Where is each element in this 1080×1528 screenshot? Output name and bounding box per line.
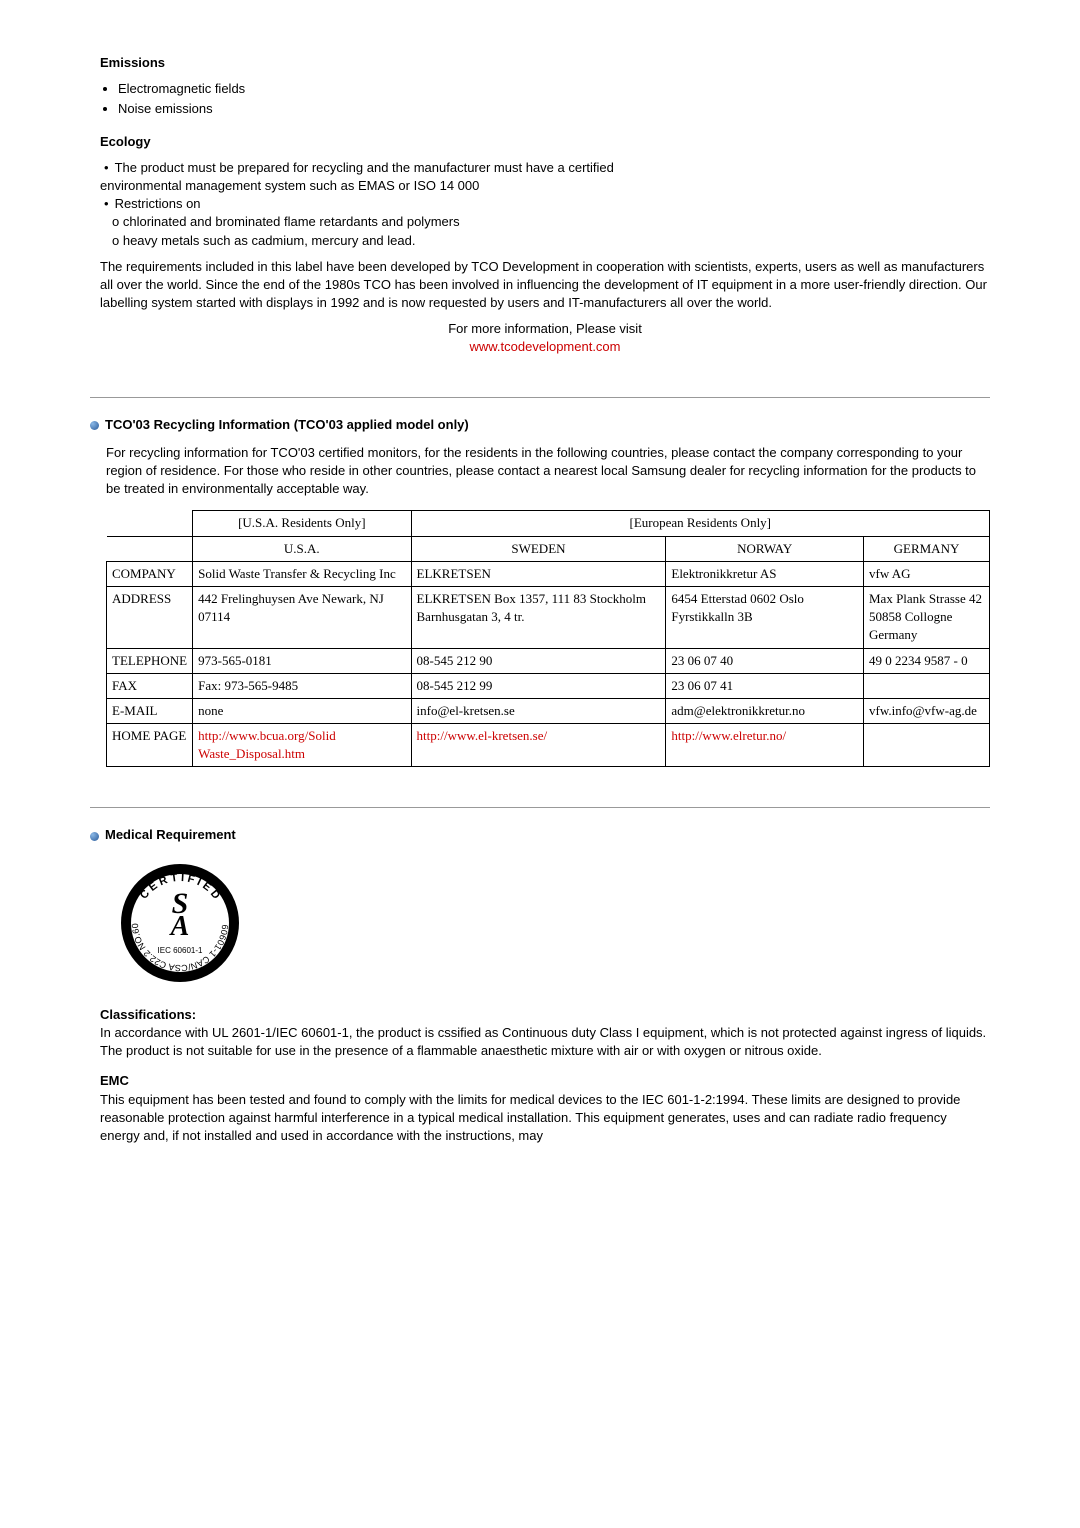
ecology-sub2: o heavy metals such as cadmium, mercury …: [112, 232, 990, 250]
divider: [90, 397, 990, 398]
table-row: COMPANY Solid Waste Transfer & Recycling…: [107, 561, 990, 586]
classifications-text: In accordance with UL 2601-1/IEC 60601-1…: [100, 1024, 990, 1060]
table-row: FAX Fax: 973-565-9485 08-545 212 99 23 0…: [107, 673, 990, 698]
emc-text: This equipment has been tested and found…: [100, 1091, 990, 1146]
svg-text:A: A: [169, 911, 190, 942]
medical-heading: Medical Requirement: [105, 827, 236, 842]
cell: 08-545 212 90: [411, 648, 666, 673]
col-norway: NORWAY: [666, 536, 864, 561]
cell: 442 Frelinghuysen Ave Newark, NJ 07114: [193, 586, 411, 648]
divider: [90, 807, 990, 808]
row-label: ADDRESS: [107, 586, 193, 648]
emissions-heading: Emissions: [100, 54, 990, 72]
table-row: HOME PAGE http://www.bcua.org/Solid Wast…: [107, 724, 990, 767]
cell: Fax: 973-565-9485: [193, 673, 411, 698]
row-label: E-MAIL: [107, 698, 193, 723]
cell: 973-565-0181: [193, 648, 411, 673]
table-row: TELEPHONE 973-565-0181 08-545 212 90 23 …: [107, 648, 990, 673]
ecology-heading: Ecology: [100, 133, 990, 151]
tco-heading: TCO'03 Recycling Information (TCO'03 app…: [105, 417, 469, 432]
ecology-bullets: •The product must be prepared for recycl…: [100, 159, 990, 250]
cell: 23 06 07 41: [666, 673, 864, 698]
cell: 6454 Etterstad 0602 Oslo Fyrstikkalln 3B: [666, 586, 864, 648]
row-label: TELEPHONE: [107, 648, 193, 673]
cell: http://www.el-kretsen.se/: [411, 724, 666, 767]
emissions-list: Electromagnetic fields Noise emissions: [118, 80, 990, 118]
region-eu: [European Residents Only]: [411, 511, 989, 536]
col-germany: GERMANY: [863, 536, 989, 561]
cell: 08-545 212 99: [411, 673, 666, 698]
certification-logo: C E R T I F I E D UL 60601-1 CAN/CSA C22…: [120, 863, 990, 988]
emc-heading: EMC: [100, 1072, 990, 1090]
more-info-text: For more information, Please visit: [100, 320, 990, 338]
cell: [863, 673, 989, 698]
cell: vfw.info@vfw-ag.de: [863, 698, 989, 723]
list-item: Noise emissions: [118, 100, 990, 118]
more-info-block: For more information, Please visit www.t…: [100, 320, 990, 356]
recycling-table: [U.S.A. Residents Only] [European Reside…: [106, 510, 990, 767]
cell: Max Plank Strasse 42 50858 Collogne Germ…: [863, 586, 989, 648]
col-usa: U.S.A.: [193, 536, 411, 561]
cell: Elektronikkretur AS: [666, 561, 864, 586]
row-label: HOME PAGE: [107, 724, 193, 767]
cell: 49 0 2234 9587 - 0: [863, 648, 989, 673]
table-row: ADDRESS 442 Frelinghuysen Ave Newark, NJ…: [107, 586, 990, 648]
cell: http://www.elretur.no/: [666, 724, 864, 767]
cell: ELKRETSEN Box 1357, 111 83 Stockholm Bar…: [411, 586, 666, 648]
ecology-bullet2: Restrictions on: [115, 195, 201, 213]
ecology-bullet1-line2: environmental management system such as …: [100, 177, 990, 195]
tco-link[interactable]: www.tcodevelopment.com: [469, 339, 620, 354]
classifications-heading: Classifications:: [100, 1006, 990, 1024]
ecology-sub1: o chlorinated and brominated flame retar…: [112, 213, 990, 231]
cell: ELKRETSEN: [411, 561, 666, 586]
svg-text:IEC 60601-1: IEC 60601-1: [158, 946, 203, 955]
cell: vfw AG: [863, 561, 989, 586]
list-item: Electromagnetic fields: [118, 80, 990, 98]
col-sweden: SWEDEN: [411, 536, 666, 561]
region-usa: [U.S.A. Residents Only]: [193, 511, 411, 536]
ecology-bullet1-line1: The product must be prepared for recycli…: [115, 159, 614, 177]
cell: none: [193, 698, 411, 723]
tco-intro: For recycling information for TCO'03 cer…: [106, 444, 990, 499]
bullet-icon: [90, 832, 99, 841]
cell: 23 06 07 40: [666, 648, 864, 673]
ecology-paragraph: The requirements included in this label …: [100, 258, 990, 313]
homepage-link-usa[interactable]: http://www.bcua.org/Solid Waste_Disposal…: [198, 728, 336, 761]
bullet-icon: [90, 421, 99, 430]
cell: info@el-kretsen.se: [411, 698, 666, 723]
homepage-link-norway[interactable]: http://www.elretur.no/: [671, 728, 786, 743]
table-row: E-MAIL none info@el-kretsen.se adm@elekt…: [107, 698, 990, 723]
cell: adm@elektronikkretur.no: [666, 698, 864, 723]
cell: [863, 724, 989, 767]
row-label: COMPANY: [107, 561, 193, 586]
row-label: FAX: [107, 673, 193, 698]
homepage-link-sweden[interactable]: http://www.el-kretsen.se/: [417, 728, 548, 743]
cell: Solid Waste Transfer & Recycling Inc: [193, 561, 411, 586]
cell: http://www.bcua.org/Solid Waste_Disposal…: [193, 724, 411, 767]
